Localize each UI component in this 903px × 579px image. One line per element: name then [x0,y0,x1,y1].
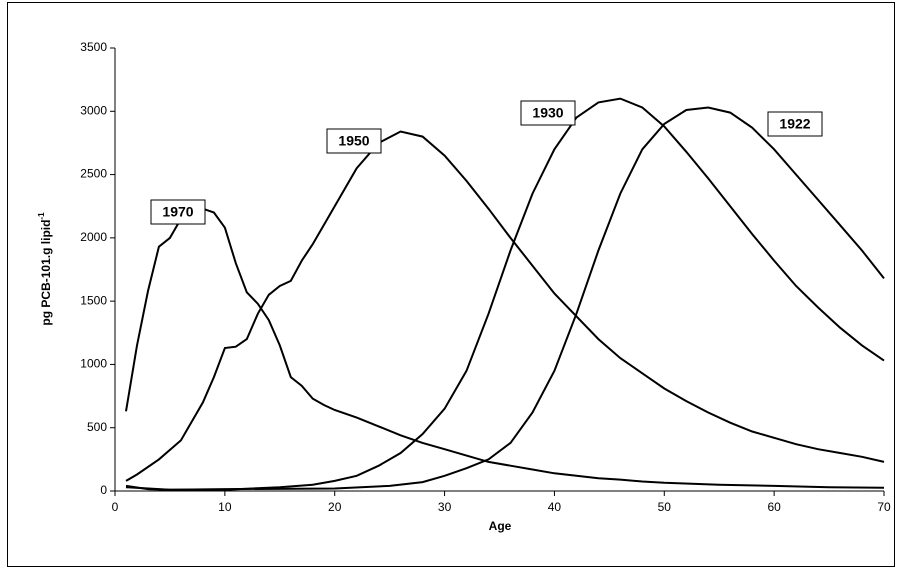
y-axis-label-text: pg PCB-101.g lipid [39,220,53,326]
series-label-box [150,199,206,225]
x-tick-label: 60 [767,500,781,514]
x-tick-label: 50 [658,500,672,514]
y-tick-label: 2000 [80,230,107,244]
y-tick-label: 500 [87,420,107,434]
series-label-box [520,100,576,126]
x-tick-label: 0 [112,500,119,514]
series-label: 1970 [162,204,193,220]
series-label-box [326,128,382,154]
y-axis-label-sup: -1 [37,212,46,220]
y-tick-label: 1500 [80,293,107,307]
x-tick-label: 20 [328,500,342,514]
y-tick-label: 2500 [80,167,107,181]
x-tick-label: 10 [218,500,232,514]
y-tick-label: 3500 [80,40,107,54]
x-tick-label: 40 [548,500,562,514]
y-tick-label: 1000 [80,357,107,371]
series-label: 1950 [338,133,369,149]
series-line [125,97,885,491]
series-label: 1930 [532,105,563,121]
y-tick-label: 3000 [80,103,107,117]
y-axis-label: pg PCB-101.g lipid-1 [37,212,53,326]
y-tick-label: 0 [100,483,107,497]
x-axis-label: Age [489,519,512,533]
series-label: 1922 [779,116,810,132]
series-label-box [767,111,823,137]
frame [7,2,895,567]
series-line [125,130,885,482]
x-tick-label: 70 [877,500,891,514]
x-tick-label: 30 [438,500,452,514]
series-line [125,106,885,491]
